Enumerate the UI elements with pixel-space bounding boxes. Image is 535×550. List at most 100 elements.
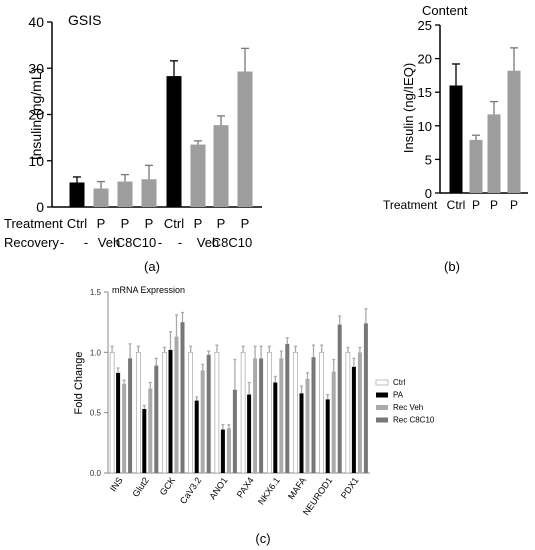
c-bar: [259, 358, 264, 473]
a-treatment-label: P: [217, 216, 226, 231]
c-bar: [194, 400, 199, 473]
c-bar: [180, 322, 185, 473]
b-treatment-label: P: [510, 198, 518, 212]
a-y-tick-label: 30: [28, 60, 44, 76]
c-y-tick-label: 1.5: [90, 288, 102, 297]
b-y-tick-label: 15: [418, 85, 432, 100]
c-bar: [285, 343, 290, 473]
c-category-label: INS: [108, 475, 125, 493]
c-bar: [293, 352, 298, 474]
c-bar: [142, 409, 147, 473]
a-treatment-label: P: [241, 216, 250, 231]
a-recovery-label: -: [84, 235, 88, 250]
a-recovery-label: -: [158, 235, 162, 250]
a-title: GSIS: [68, 12, 101, 28]
c-bar: [345, 352, 351, 474]
b-treatment-label: P: [472, 198, 480, 212]
c-category-label: PAX4: [235, 475, 256, 499]
c-bar: [200, 370, 205, 473]
b-y-tick-label: 10: [418, 119, 432, 134]
c-bar: [226, 428, 231, 473]
b-bar: [469, 139, 483, 193]
a-treatment-label: Ctrl: [67, 216, 87, 231]
b-bar: [449, 85, 463, 193]
b-treatment-label: Ctrl: [447, 198, 466, 212]
panel-label-a: (a): [144, 259, 160, 274]
c-bar: [299, 393, 304, 473]
panel-label-b: (b): [444, 259, 460, 274]
c-category-label: MAFA: [286, 475, 308, 501]
c-bar: [109, 352, 115, 474]
c-bar: [232, 389, 237, 473]
b-bar: [507, 70, 521, 193]
panel-label-c: (c): [255, 531, 270, 546]
c-title: mRNA Expression: [112, 285, 185, 295]
panel-c: 0.0 0.5 1.0 1.5 Fold Change mRNA Expression IN…: [73, 285, 435, 517]
a-treatment-row-label: Treatment: [4, 216, 63, 231]
a-recovery-label: Veh: [98, 235, 120, 250]
a-y-tick-label: 0: [36, 199, 44, 215]
c-bar: [357, 352, 362, 473]
c-y-tick-label: 0.0: [90, 469, 102, 478]
a-recovery-label: C8C10: [116, 235, 156, 250]
a-treatment-label: P: [145, 216, 154, 231]
c-legend-label: Ctrl: [393, 378, 406, 387]
b-bar: [487, 114, 501, 193]
c-bar: [148, 388, 153, 473]
c-bar: [247, 394, 252, 473]
c-category-label: PDX1: [339, 475, 361, 500]
a-bar: [117, 181, 133, 207]
c-y-tick-label: 1.0: [90, 348, 102, 357]
c-bar: [253, 358, 258, 473]
c-bar: [136, 352, 141, 474]
b-treatment-label: P: [490, 198, 498, 212]
a-recovery-label: -: [178, 235, 182, 250]
a-bar: [69, 182, 85, 207]
panel-a: 0 10 20 30 40 Insulin (ng/mL) GSIS Treatment Rec…: [4, 12, 262, 250]
b-y-axis-label: Insulin (ng/IEQ): [401, 63, 416, 153]
a-y-tick-label: 40: [28, 14, 44, 30]
c-bar: [279, 358, 284, 473]
c-legend-swatch: [375, 379, 389, 386]
a-recovery-row-label: Recovery: [4, 235, 59, 250]
c-bar: [162, 352, 167, 474]
a-bar: [237, 71, 253, 207]
c-legend-swatch: [376, 417, 388, 423]
c-category-label: NKX6.1: [256, 475, 282, 506]
c-bar: [337, 324, 342, 473]
c-bar: [168, 349, 173, 473]
c-bar: [363, 323, 368, 473]
a-recovery-label: Veh: [197, 235, 219, 250]
a-recovery-label: -: [60, 235, 64, 250]
c-bar: [266, 352, 272, 474]
c-bar: [214, 352, 220, 474]
c-legend-label: Rec Veh: [393, 403, 423, 412]
c-legend-label: PA: [393, 391, 404, 400]
c-y-axis-label: Fold Change: [73, 352, 85, 415]
b-y-tick-label: 20: [418, 52, 432, 67]
a-bar: [213, 125, 229, 207]
c-bar: [273, 382, 278, 473]
c-bar: [206, 354, 211, 473]
a-y-tick-label: 20: [28, 107, 44, 123]
c-bar: [174, 336, 179, 473]
c-legend-swatch: [376, 405, 388, 410]
c-legend-swatch: [376, 392, 388, 398]
c-bar: [325, 399, 330, 473]
b-title: Content: [422, 3, 468, 18]
a-treatment-label: P: [97, 216, 106, 231]
a-y-axis-label: Insulin (ng/mL): [28, 68, 44, 161]
c-bar: [311, 357, 316, 473]
a-treatment-label: P: [194, 216, 203, 231]
a-bar: [166, 76, 182, 207]
a-bar: [141, 179, 157, 207]
c-bar: [220, 429, 225, 473]
c-category-label: Glut2: [130, 475, 151, 498]
c-legend-label: Rec C8C10: [393, 416, 435, 425]
a-bar: [93, 188, 109, 207]
c-y-tick-label: 0.5: [90, 409, 102, 418]
a-recovery-label: C8C10: [212, 235, 252, 250]
a-treatment-label: P: [121, 216, 130, 231]
c-bar: [305, 378, 310, 473]
